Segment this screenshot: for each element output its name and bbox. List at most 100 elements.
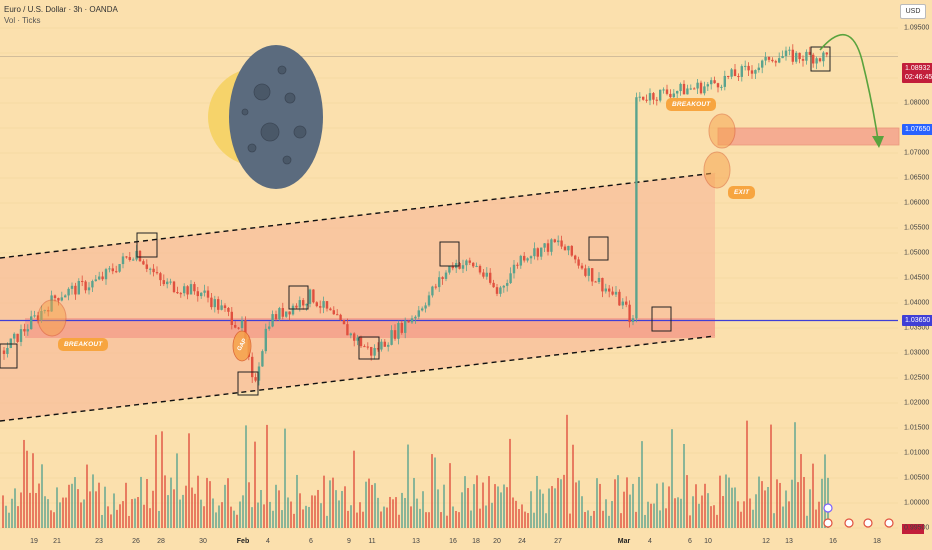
candle-body — [601, 277, 604, 292]
volume-bar — [563, 474, 565, 528]
candle-body — [434, 286, 437, 288]
volume-bar — [689, 515, 691, 528]
volume-bar — [191, 487, 193, 528]
exit-circle — [703, 151, 731, 189]
volume-bar — [761, 481, 763, 528]
y-tick-label: 1.03500 — [904, 324, 930, 332]
candle-body — [274, 314, 278, 320]
volume-bar — [23, 439, 25, 528]
candle-body — [788, 49, 791, 51]
volume-bar — [269, 501, 271, 528]
volume-bar — [80, 502, 82, 528]
candle-body — [737, 76, 740, 78]
volume-bar — [734, 487, 736, 528]
volume-bar — [581, 496, 583, 528]
candle-body — [713, 80, 716, 84]
candle-body — [298, 300, 301, 308]
candle-body — [87, 287, 91, 291]
volume-bar — [113, 493, 115, 528]
volume-value-box — [902, 524, 924, 534]
candle-body — [499, 287, 502, 294]
candle-body — [210, 297, 213, 308]
last-price-value: 1.08932 — [905, 65, 931, 72]
volume-bar — [641, 441, 643, 528]
highlight-box — [0, 343, 18, 369]
volume-bar — [221, 502, 223, 528]
candle-body — [115, 271, 118, 273]
candle-body — [757, 67, 760, 71]
candle-body — [506, 283, 509, 286]
highlight-box — [439, 241, 460, 267]
volume-bar — [719, 475, 721, 528]
candle-body — [645, 99, 648, 101]
candle-body — [512, 264, 516, 274]
currency-button[interactable]: USD — [900, 4, 926, 19]
volume-bar — [443, 484, 445, 528]
y-tick-label: 1.01000 — [904, 449, 930, 457]
candle-body — [587, 268, 590, 276]
volume-bar — [5, 505, 7, 528]
volume-bar — [578, 480, 580, 528]
candle-body — [611, 291, 614, 295]
volume-bar — [92, 474, 94, 528]
volume-bar — [116, 509, 118, 528]
volume-bar — [662, 482, 664, 528]
x-tick-label: 12 — [762, 538, 770, 545]
volume-bar — [815, 509, 817, 528]
volume-bar — [707, 493, 709, 528]
candle-body — [808, 51, 811, 55]
volume-bar — [407, 444, 409, 528]
candle-body — [132, 259, 135, 261]
resistance-zone — [717, 127, 900, 146]
volume-bar — [530, 491, 532, 528]
candle-body — [128, 257, 131, 261]
candle-body — [397, 322, 400, 339]
volume-bar — [290, 501, 292, 528]
volume-bar — [38, 483, 40, 528]
channel-fill — [0, 173, 715, 421]
volume-bar — [569, 513, 571, 528]
volume-bar — [791, 479, 793, 528]
volume-bar — [197, 475, 199, 528]
volume-bar — [788, 501, 790, 528]
volume-bar — [506, 487, 508, 528]
volume-bar — [446, 515, 448, 528]
symbol-title[interactable]: Euro / U.S. Dollar · 3h · OANDA — [4, 5, 118, 14]
candle-body — [291, 305, 295, 315]
volume-bar — [110, 514, 112, 528]
candle-body — [784, 50, 788, 57]
candle-body — [703, 86, 706, 94]
volume-bar — [353, 450, 355, 528]
volume-bar — [314, 495, 316, 528]
candle-body — [730, 69, 733, 77]
candle-body — [387, 344, 390, 347]
volume-bar — [2, 495, 4, 528]
candle-body — [220, 305, 223, 310]
candle-body — [410, 318, 414, 323]
volume-bar — [281, 510, 283, 528]
volume-bar — [95, 491, 97, 528]
candle-body — [584, 268, 587, 276]
volume-bar — [566, 414, 568, 528]
volume-bar — [611, 501, 613, 528]
volume-bar — [41, 464, 43, 528]
candle-body — [516, 264, 519, 266]
candle-body — [618, 291, 621, 306]
breakout-circle-right — [708, 113, 736, 149]
volume-bar — [698, 503, 700, 528]
forecast-arrow-head — [872, 136, 884, 148]
x-tick-label: 20 — [493, 538, 501, 545]
candle-body — [767, 57, 771, 60]
candle-body — [720, 86, 723, 88]
volume-bar — [239, 501, 241, 528]
candle-body — [771, 59, 774, 62]
candle-body — [325, 301, 329, 309]
channel-lower-line — [0, 335, 716, 422]
exit-label: EXIT — [728, 186, 756, 199]
volume-bar — [449, 463, 451, 528]
volume-bar — [599, 483, 601, 528]
candle-body — [529, 256, 533, 259]
volume-bar — [629, 494, 631, 528]
volume-indicator-label[interactable]: Vol · Ticks — [4, 16, 41, 25]
